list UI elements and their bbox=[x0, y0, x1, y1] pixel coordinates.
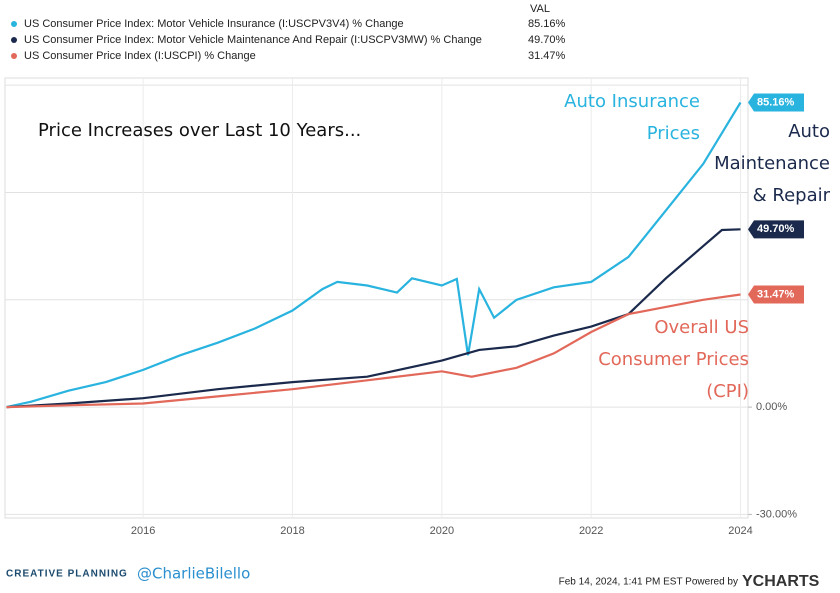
series-line bbox=[6, 228, 741, 409]
y-tick-label: 0.00% bbox=[756, 401, 787, 413]
timestamp: Feb 14, 2024, 1:41 PM EST Powered by bbox=[559, 577, 738, 588]
series-line bbox=[6, 293, 741, 409]
annotation: Auto Insurance bbox=[564, 91, 700, 112]
legend-label: US Consumer Price Index (I:USCPI) % Chan… bbox=[24, 50, 256, 62]
end-label-box bbox=[748, 285, 804, 304]
x-tick-label: 2020 bbox=[430, 525, 454, 537]
legend-label: US Consumer Price Index: Motor Vehicle M… bbox=[24, 34, 482, 46]
end-label: 85.16% bbox=[757, 96, 795, 108]
x-tick-label: 2016 bbox=[131, 525, 155, 537]
annotation: Overall US bbox=[654, 317, 749, 338]
legend-marker bbox=[11, 53, 17, 59]
chart-title: Price Increases over Last 10 Years... bbox=[38, 120, 361, 141]
plot-frame bbox=[4, 77, 749, 519]
x-tick-label: 2024 bbox=[728, 525, 752, 537]
annotation: Auto bbox=[788, 121, 830, 142]
provider: YCHARTS bbox=[742, 573, 820, 590]
annotation: Prices bbox=[647, 123, 700, 144]
x-tick-label: 2018 bbox=[280, 525, 304, 537]
end-label-box bbox=[748, 220, 804, 239]
brand: CREATIVE PLANNING bbox=[6, 569, 128, 580]
end-label: 31.47% bbox=[757, 288, 795, 300]
legend-marker bbox=[11, 37, 17, 43]
end-label: 49.70% bbox=[757, 223, 795, 235]
x-tick-label: 2022 bbox=[579, 525, 603, 537]
y-tick-label: -30.00% bbox=[756, 508, 797, 520]
legend-header: VAL bbox=[530, 3, 550, 15]
end-label-box bbox=[748, 93, 804, 112]
legend-value: 85.16% bbox=[528, 18, 566, 30]
annotation: & Repair bbox=[753, 185, 831, 206]
annotation: Maintenance bbox=[714, 153, 830, 174]
annotation: (CPI) bbox=[706, 381, 749, 402]
legend-value: 49.70% bbox=[528, 34, 566, 46]
legend-value: 31.47% bbox=[528, 50, 566, 62]
series-line bbox=[6, 101, 742, 409]
handle: @CharlieBilello bbox=[137, 565, 250, 583]
annotation: Consumer Prices bbox=[598, 349, 749, 370]
legend-marker bbox=[11, 21, 17, 27]
legend-label: US Consumer Price Index: Motor Vehicle I… bbox=[24, 18, 404, 30]
